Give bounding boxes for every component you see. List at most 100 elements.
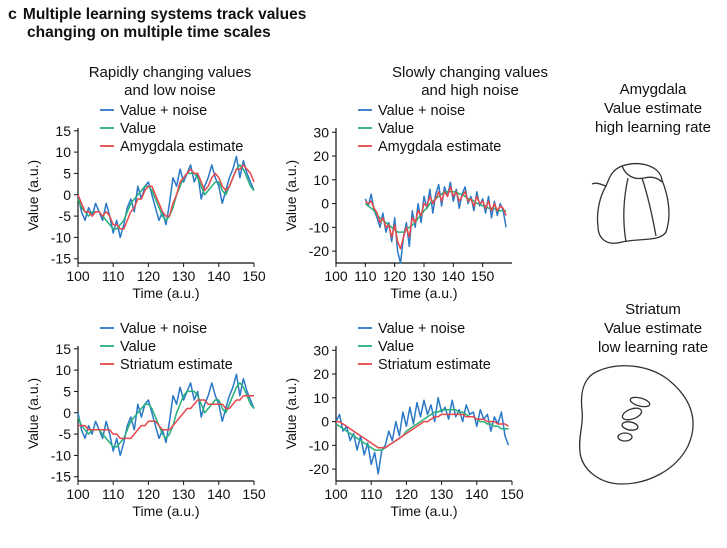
chart3-x-tick-label: 110 <box>102 486 125 502</box>
chart2-y-tick-label: 0 <box>321 196 329 212</box>
chart1-y-tick-label: -15 <box>51 251 71 267</box>
chart4-y-tick-label: 30 <box>313 342 329 358</box>
chart2-y-tick-label: -10 <box>309 219 329 235</box>
chart1-x-tick-label: 110 <box>102 268 125 284</box>
chart3-y-tick-label: 10 <box>55 362 71 378</box>
striatum-patch-1 <box>629 396 651 408</box>
striatum-desc-2: low learning rate <box>597 339 709 356</box>
chart2-y-tick-label: -20 <box>309 243 329 259</box>
chart4-x-tick-label: 140 <box>465 486 489 502</box>
chart4-x-axis-label: Time (a.u.) <box>390 503 457 519</box>
chart2-x-axis-label: Time (a.u.) <box>390 285 457 301</box>
chart3-y-tick-label: 5 <box>63 383 71 399</box>
striatum-label: Striatum Value estimate low learning rat… <box>573 300 727 357</box>
chart2-x-tick-label: 100 <box>324 268 348 284</box>
chart3-series-value-line <box>77 382 255 448</box>
amygdala-inner-line-4 <box>591 182 607 187</box>
amygdala-label: Amygdala Value estimate high learning ra… <box>573 80 727 137</box>
chart1-x-tick-label: 140 <box>207 268 231 284</box>
chart2-x-tick-label: 110 <box>354 268 377 284</box>
chart1-series-value-line <box>77 164 255 230</box>
chart4-y-tick-label: -20 <box>309 461 329 477</box>
chart4-x-tick-label: 130 <box>430 486 454 502</box>
chart1-legend-label-noise: Value + noise <box>120 103 207 119</box>
chart4-series-value-line <box>335 408 509 451</box>
chart2-x-tick-label: 130 <box>412 268 436 284</box>
chart3-x-tick-label: 100 <box>66 486 90 502</box>
chart1-series-noise-line <box>77 155 255 239</box>
slow-column-header: Slowly changing values and high noise <box>360 64 580 100</box>
chart4-y-tick-label: -10 <box>309 437 329 453</box>
chart3-series-noise-line <box>77 373 255 457</box>
panel-label: c <box>8 6 17 23</box>
chart3-x-tick-label: 140 <box>207 486 231 502</box>
chart3-series-estimate-line <box>78 394 254 440</box>
striatum-patch-2 <box>621 407 643 421</box>
chart1-y-tick-label: 5 <box>63 165 71 181</box>
figure-title: c Multiple learning systems track values … <box>8 6 306 42</box>
chart1-y-tick-label: 15 <box>55 123 71 139</box>
chart4-x-tick-label: 150 <box>500 486 524 502</box>
slow-header-line-1: Slowly changing values <box>392 64 548 81</box>
chart3-y-tick-label: -15 <box>51 469 71 485</box>
chart1-series-estimate-line <box>77 164 255 230</box>
chart1-x-tick-label: 100 <box>66 268 90 284</box>
chart2-series-noise-line <box>364 181 507 264</box>
chart4-y-axis-label: Value (a.u.) <box>283 378 299 449</box>
striatum-desc-1: Value estimate <box>603 320 703 337</box>
chart2-x-tick-label: 120 <box>383 268 407 284</box>
chart3-y-axis-label: Value (a.u.) <box>25 378 41 449</box>
chart4-series-estimate-line <box>336 413 509 449</box>
chart1-legend-label-estimate: Amygdala estimate <box>120 139 243 155</box>
chart1-y-tick-label: -10 <box>51 229 71 245</box>
chart3-x-tick-label: 150 <box>242 486 266 502</box>
chart4-y-tick-label: 20 <box>313 366 329 382</box>
chart2-y-tick-label: 20 <box>313 148 329 164</box>
striatum-patch-4 <box>617 432 633 442</box>
chart2-legend-label-estimate: Amygdala estimate <box>378 139 501 155</box>
chart1-y-axis-label: Value (a.u.) <box>25 160 41 231</box>
striatum-name: Striatum <box>625 301 681 318</box>
chart2-legend-label-value: Value <box>378 121 414 137</box>
chart4-series-noise-line <box>335 397 510 475</box>
chart4-legend-label-noise: Value + noise <box>378 321 465 337</box>
chart1-y-tick-label: 0 <box>63 187 71 203</box>
chart1-x-tick-label: 130 <box>172 268 196 284</box>
chart2-y-axis-label: Value (a.u.) <box>283 160 299 231</box>
amygdala-desc-2: high learning rate <box>595 119 711 136</box>
chart4-y-tick-label: 0 <box>321 414 329 430</box>
chart2-x-tick-label: 140 <box>442 268 466 284</box>
chart3-y-tick-label: 15 <box>55 341 71 357</box>
chart3-x-tick-label: 120 <box>137 486 161 502</box>
amygdala-inner-line-2 <box>623 177 629 243</box>
chart2-y-tick-label: 10 <box>313 172 329 188</box>
striatum-outer-outline <box>578 365 694 485</box>
chart4-x-tick-label: 110 <box>360 486 383 502</box>
chart4-x-tick-label: 100 <box>324 486 348 502</box>
chart2-series-estimate-line <box>364 186 507 250</box>
slow-header-line-2: and high noise <box>421 82 519 99</box>
chart1-x-axis-label: Time (a.u.) <box>132 285 199 301</box>
chart4-legend-label-estimate: Striatum estimate <box>378 357 491 373</box>
title-line-1: Multiple learning systems track values <box>22 6 307 23</box>
chart1-y-tick-label: -5 <box>59 208 72 224</box>
chart3-legend-label-value: Value <box>120 339 156 355</box>
chart1-x-tick-label: 150 <box>242 268 266 284</box>
rapid-header-line-2: and low noise <box>124 82 216 99</box>
rapid-column-header: Rapidly changing values and low noise <box>60 64 280 100</box>
title-line-2: changing on multiple time scales <box>27 24 271 41</box>
striatum-patch-3 <box>621 421 639 431</box>
rapid-header-line-1: Rapidly changing values <box>88 64 252 81</box>
chart3-legend-label-noise: Value + noise <box>120 321 207 337</box>
amygdala-name: Amygdala <box>619 81 687 98</box>
chart1-y-tick-label: 10 <box>55 144 71 160</box>
chart3-legend-label-estimate: Striatum estimate <box>120 357 233 373</box>
amygdala-inner-line-3 <box>641 177 657 237</box>
chart4-legend-label-value: Value <box>378 339 414 355</box>
chart3-y-tick-label: 0 <box>63 405 71 421</box>
chart1-legend-label-value: Value <box>120 121 156 137</box>
chart4-y-tick-label: 10 <box>313 390 329 406</box>
amygdala-inner-line-1 <box>621 165 663 183</box>
